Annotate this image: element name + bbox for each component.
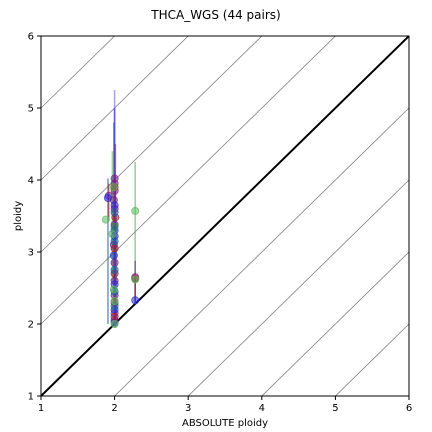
diagonal-line <box>41 36 263 253</box>
data-point <box>110 258 119 267</box>
data-point <box>131 296 140 305</box>
y-tick-label: 5 <box>28 104 34 115</box>
data-point <box>103 193 112 202</box>
diagonal-line <box>187 179 409 396</box>
y-tick-label: 4 <box>28 176 34 187</box>
data-point <box>110 319 119 328</box>
y-axis-ticks: 1 2 3 4 5 6 <box>28 32 41 403</box>
diagonal-line <box>41 36 116 109</box>
x-axis-ticks: 1 2 3 4 5 6 <box>38 396 412 414</box>
y-tick-label: 2 <box>28 320 34 331</box>
identity-line <box>41 36 409 396</box>
data-point <box>110 222 119 231</box>
diagonal-line <box>41 36 189 181</box>
data-point <box>110 296 119 305</box>
x-tick-label: 3 <box>185 403 191 414</box>
x-tick-label: 1 <box>38 403 44 414</box>
reference-lines <box>41 36 409 396</box>
data-point <box>101 215 110 224</box>
diagonal-line <box>261 251 409 396</box>
diagonal-line <box>114 107 409 396</box>
data-point <box>110 201 119 210</box>
y-tick-label: 1 <box>28 392 34 403</box>
x-tick-label: 4 <box>259 403 265 414</box>
x-axis-label: ABSOLUTE ploidy <box>182 418 268 429</box>
data-point <box>110 312 119 321</box>
data-point <box>131 275 140 284</box>
data-point <box>110 208 119 217</box>
data-point <box>110 237 119 246</box>
data-point <box>109 251 118 260</box>
x-tick-label: 5 <box>332 403 338 414</box>
data-point <box>108 229 117 238</box>
data-point <box>131 206 140 215</box>
plot-frame <box>40 35 410 397</box>
y-axis-label: ploidy <box>13 201 24 231</box>
data-point <box>109 285 118 294</box>
data-point <box>110 174 119 183</box>
data-point <box>109 183 118 192</box>
diagonal-line <box>334 323 409 396</box>
y-tick-label: 3 <box>28 248 34 259</box>
x-tick-label: 6 <box>406 403 412 414</box>
x-tick-label: 2 <box>111 403 117 414</box>
y-tick-label: 6 <box>28 32 34 43</box>
data-point <box>110 265 119 274</box>
data-points <box>101 174 140 328</box>
chart-title: THCA_WGS (44 pairs) <box>150 8 280 22</box>
diagonal-line <box>41 36 336 325</box>
data-point <box>110 244 119 253</box>
